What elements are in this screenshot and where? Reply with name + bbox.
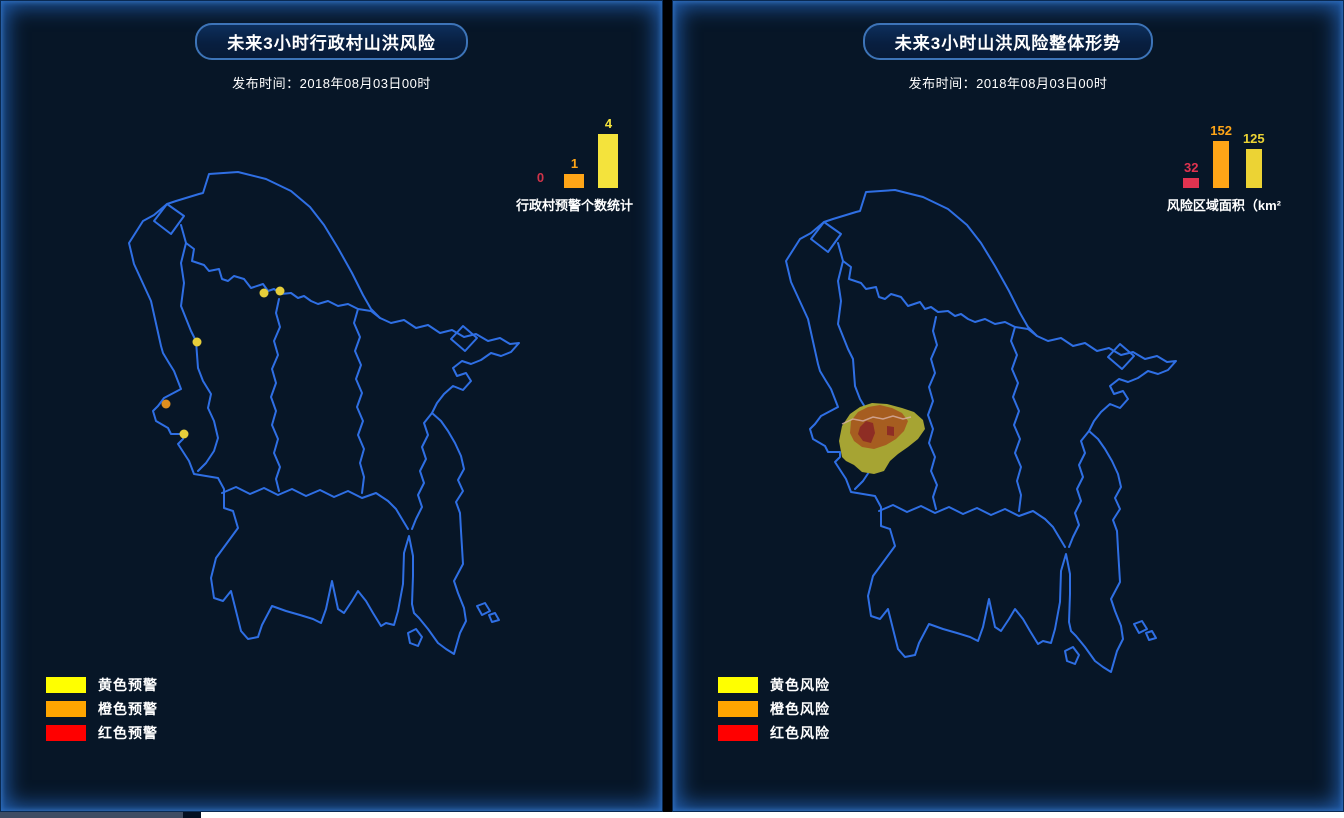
warning-point-yellow (275, 286, 285, 296)
legend-row: 红色预警 (46, 725, 158, 741)
bar-orange: 1 (564, 156, 585, 188)
bar-group: 32 152 125 (1183, 124, 1265, 188)
bar-rect (598, 134, 619, 188)
bar-group: 0 1 4 (530, 116, 619, 188)
legend-label: 黄色风险 (770, 677, 830, 693)
bar-value: 32 (1184, 160, 1199, 175)
chart-label: 风险区域面积（km² (1166, 198, 1281, 213)
warning-point-yellow (259, 288, 269, 298)
legend-label: 黄色预警 (98, 677, 158, 693)
bar-value: 4 (604, 116, 613, 131)
page-title: 未来3小时行政村山洪风险 (195, 23, 468, 60)
legend-swatch (46, 725, 86, 741)
bar-red: 0 (530, 171, 550, 188)
bar-yellow: 125 (1243, 132, 1265, 188)
bar-value: 152 (1210, 123, 1232, 138)
legend-label: 橙色预警 (98, 701, 158, 717)
legend-label: 红色风险 (770, 725, 830, 741)
legend-row: 红色风险 (718, 725, 830, 741)
legend-swatch (718, 677, 758, 693)
bar-value: 125 (1242, 131, 1265, 146)
publish-time: 发布时间：2018年08月03日00时 (908, 76, 1108, 91)
bottom-strip-dark (183, 812, 201, 818)
legend-label: 橙色风险 (770, 701, 830, 717)
bottom-strip (0, 812, 1344, 818)
legend-row: 橙色预警 (46, 701, 158, 717)
bar-rect (1183, 178, 1200, 188)
bar-rect (1245, 149, 1262, 188)
chart-label: 行政村预警个数统计 (515, 198, 633, 213)
legend-swatch (46, 677, 86, 693)
bar-red: 32 (1183, 160, 1200, 188)
risk-overlay-layer (839, 403, 925, 474)
legend-label: 红色预警 (98, 725, 158, 741)
village-risk-map (128, 171, 520, 655)
bar-rect (1213, 141, 1230, 188)
legend-row: 黄色风险 (718, 677, 830, 693)
warning-points-layer (161, 286, 285, 439)
legend-row: 橙色风险 (718, 701, 830, 717)
legend-swatch (718, 725, 758, 741)
publish-time: 发布时间：2018年08月03日00时 (232, 76, 431, 91)
warning-point-orange (161, 399, 171, 409)
page-title: 未来3小时山洪风险整体形势 (862, 23, 1154, 60)
legend-swatch (718, 701, 758, 717)
bar-rect (564, 174, 585, 188)
legend-risk: 黄色风险橙色风险红色风险 (718, 677, 830, 749)
legend-row: 黄色预警 (46, 677, 158, 693)
legend-swatch (46, 701, 86, 717)
bar-orange: 152 (1210, 124, 1232, 188)
warning-point-yellow (179, 429, 189, 439)
bar-value: 0 (536, 170, 545, 185)
warning-count-chart: 0 1 4 行政村预警个数统计 (516, 117, 633, 214)
bar-value: 1 (570, 156, 579, 171)
risk-area-chart: 32 152 125 风险区域面积（km² (1167, 124, 1281, 214)
overlay-boundary-highlight (841, 415, 912, 425)
bar-yellow: 4 (598, 116, 619, 188)
risk-zone-red (858, 421, 875, 443)
legend-warning: 黄色预警橙色预警红色预警 (46, 677, 158, 749)
warning-point-yellow (192, 337, 202, 347)
risk-zone-red (887, 426, 894, 436)
panel-overall-risk: 未来3小时山洪风险整体形势 发布时间：2018年08月03日00时 32 152 1… (672, 0, 1344, 812)
overall-risk-map (785, 189, 1177, 673)
panel-village-risk: 未来3小时行政村山洪风险 发布时间：2018年08月03日00时 0 1 4 行政村… (0, 0, 663, 812)
bottom-strip-gray (0, 812, 183, 818)
